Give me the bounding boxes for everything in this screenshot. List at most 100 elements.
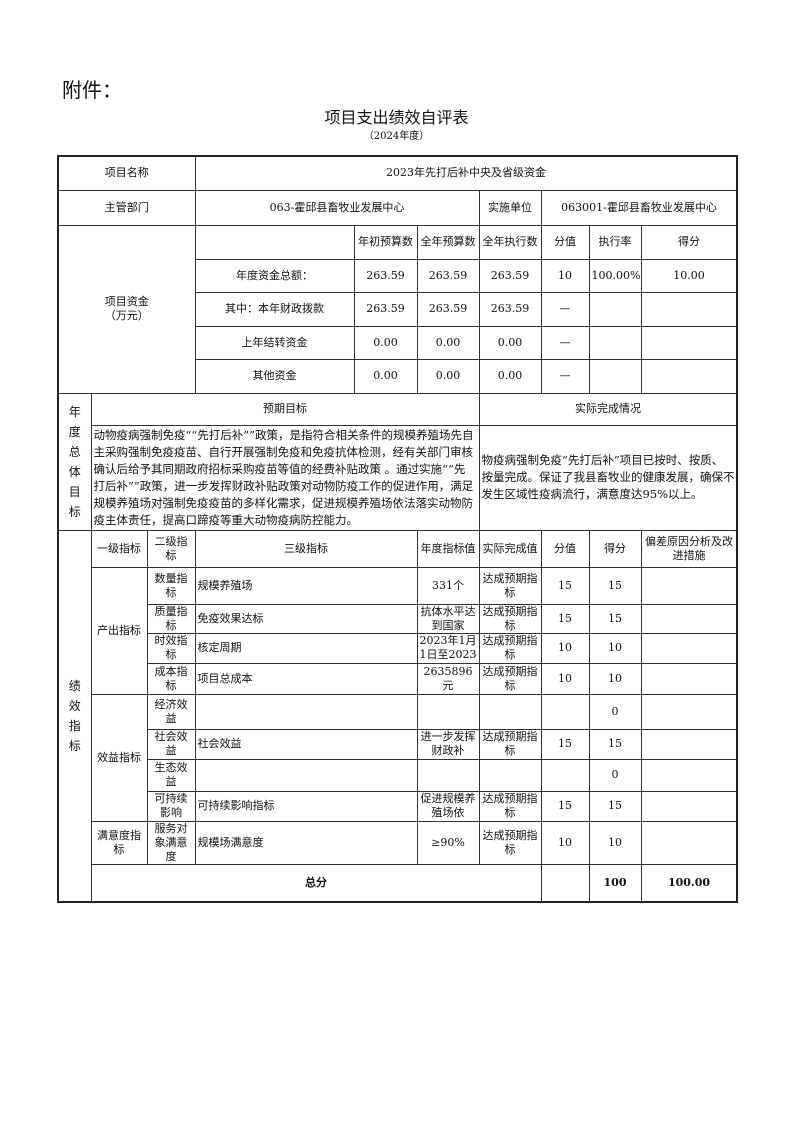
cell: 263.59 bbox=[416, 291, 480, 327]
cell: 产出指标 bbox=[90, 566, 148, 695]
cell: 达成预期指标 bbox=[478, 632, 542, 664]
total-score: 100.00 bbox=[640, 863, 738, 903]
cell: 2635896元 bbox=[416, 662, 480, 695]
goals-row: 动物疫病强制免疫““先打后补””政策，是指符合相关条件的规模养殖场先自主采购强制… bbox=[58, 424, 738, 531]
cell bbox=[416, 758, 480, 792]
total-score-text: 100.00 bbox=[667, 875, 711, 889]
indicator-row: 效益指标 经济效益 0 bbox=[58, 693, 738, 822]
indicator-row: 生态效益 0 bbox=[58, 758, 738, 792]
cell: 服务对象满意度 bbox=[146, 820, 196, 865]
cell: 0 bbox=[588, 693, 642, 730]
total-score-value: 100 bbox=[588, 863, 642, 903]
total-actual bbox=[540, 863, 590, 903]
total-row: 总分 100 100.00 bbox=[58, 863, 738, 903]
page-subtitle: （2024年度） bbox=[363, 131, 430, 142]
cell: 规模场满意度 bbox=[194, 820, 418, 865]
cell: 满意度指标 bbox=[90, 820, 148, 865]
cell: 0.00 bbox=[416, 325, 480, 360]
cell: 达成预期指标 bbox=[478, 603, 542, 634]
header: 得分 bbox=[640, 224, 738, 260]
cell: 上年结转资金 bbox=[194, 325, 355, 360]
header: 分值 bbox=[540, 529, 590, 568]
cell bbox=[640, 662, 738, 695]
cell: 10 bbox=[588, 820, 642, 865]
cell: 年度资金总额： bbox=[194, 258, 355, 293]
cell: 15 bbox=[540, 790, 590, 822]
page-title: 项目支出绩效自评表 bbox=[324, 108, 469, 127]
cell bbox=[478, 758, 542, 792]
cell bbox=[640, 291, 738, 327]
cell: 社会效益 bbox=[194, 728, 418, 760]
header: 全年预算数 bbox=[416, 224, 480, 260]
cell: 质量指标 bbox=[146, 603, 196, 634]
cell: 15 bbox=[588, 603, 642, 634]
funds-label: 项目资金（万元） bbox=[57, 224, 196, 394]
cell: 263.59 bbox=[353, 258, 418, 293]
indicator-row: 质量指标 免疫效果达标 抗体水平达到国家 达成预期指标 15 15 bbox=[58, 603, 738, 634]
funds-row: 其中：本年财政拨款 263.59 263.59 263.59— bbox=[58, 291, 738, 327]
goals-label-text: 年度总体目标 bbox=[68, 404, 81, 519]
actual-result: 物疫病强制免疫“先打后补”项目已按时、按质、按量完成。保证了我县畜牧业的健康发展… bbox=[478, 424, 738, 531]
indicators-label-text: 绩效指标 bbox=[68, 678, 81, 753]
cell: 经济效益 bbox=[146, 693, 196, 730]
funds-row: 年度资金总额： 263.59 263.59 263.59 10 100.00% 10.00 bbox=[58, 258, 738, 293]
cell: 达成预期指标 bbox=[478, 820, 542, 865]
cell: 0 bbox=[588, 758, 642, 792]
cell: 15 bbox=[588, 566, 642, 605]
expected-goal: 动物疫病强制免疫““先打后补””政策，是指符合相关条件的规模养殖场先自主采购强制… bbox=[90, 424, 480, 531]
label: 项目名称 bbox=[57, 155, 196, 191]
cell: 其中：本年财政拨款 bbox=[194, 291, 355, 327]
cell: — bbox=[540, 325, 590, 360]
indicator-row: 成本指标 项目总成本 2635896元 达成预期指标 10 10 bbox=[58, 662, 738, 695]
cell: 263.59 bbox=[478, 291, 542, 327]
cell bbox=[640, 758, 738, 792]
funds-row: 上年结转资金 0.00 0.00 0.00— bbox=[58, 325, 738, 360]
header: 年度指标值 bbox=[416, 529, 480, 568]
cell bbox=[588, 291, 642, 327]
label: 实施单位 bbox=[478, 189, 542, 226]
indicator-row: 可持续影响 可持续影响指标 促进规模养殖场依 达成预期指标 15 15 bbox=[58, 790, 738, 822]
cell: ≥90% bbox=[416, 820, 480, 865]
cell bbox=[588, 358, 642, 394]
header: 分值 bbox=[540, 224, 590, 260]
cell: 10 bbox=[540, 662, 590, 695]
header: 实际完成值 bbox=[478, 529, 542, 568]
cell: 其他资金 bbox=[194, 358, 355, 394]
indicator-row: 满意度指标 服务对象满意度 规模场满意度 ≥90% 达成预期指标 10 10 bbox=[58, 820, 738, 865]
attachment-label: 附件： bbox=[62, 78, 122, 102]
cell: 数量指标 bbox=[146, 566, 196, 605]
cell bbox=[540, 758, 590, 792]
cell bbox=[640, 790, 738, 822]
cell: 免疫效果达标 bbox=[194, 603, 418, 634]
cell bbox=[416, 693, 480, 730]
cell: 331个 bbox=[416, 566, 480, 605]
cell: 10 bbox=[540, 632, 590, 664]
indicators-header-row: 绩效指标 一级指标 二级指标 三级指标 年度指标值 实际完成值 分值 得分 偏差… bbox=[57, 529, 738, 903]
cell: 10 bbox=[540, 820, 590, 865]
cell: 达成预期指标 bbox=[478, 662, 542, 695]
label: 主管部门 bbox=[57, 189, 196, 226]
header: 实际完成情况 bbox=[478, 392, 738, 426]
indicator-row: 产出指标 数量指标 规模养殖场 331个 达成预期指标 15 15 bbox=[58, 566, 738, 695]
header: 全年执行数 bbox=[478, 224, 542, 260]
cell: 15 bbox=[540, 603, 590, 634]
cell: 263.59 bbox=[353, 291, 418, 327]
goals-header-row: 年度总体目标 预期目标 实际完成情况 bbox=[57, 392, 738, 531]
cell: 促进规模养殖场依 bbox=[416, 790, 480, 822]
cell: 10 bbox=[588, 662, 642, 695]
dept: 063-霍邱县畜牧业发展中心 bbox=[194, 189, 480, 226]
cell bbox=[640, 728, 738, 760]
cell bbox=[540, 693, 590, 730]
funds-row: 其他资金 0.00 0.00 0.00— bbox=[58, 358, 738, 394]
total-score-value-text: 100 bbox=[603, 875, 627, 889]
cell bbox=[640, 603, 738, 634]
indicator-row: 社会效益 社会效益 进一步发挥财政补 达成预期指标 15 15 bbox=[58, 728, 738, 760]
goals-label: 年度总体目标 bbox=[57, 392, 92, 531]
header: 一级指标 bbox=[90, 529, 148, 568]
cell: 263.59 bbox=[416, 258, 480, 293]
cell bbox=[640, 693, 738, 730]
cell: — bbox=[540, 291, 590, 327]
cell: 15 bbox=[588, 728, 642, 760]
impl-unit: 063001-霍邱县畜牧业发展中心 bbox=[540, 189, 738, 226]
